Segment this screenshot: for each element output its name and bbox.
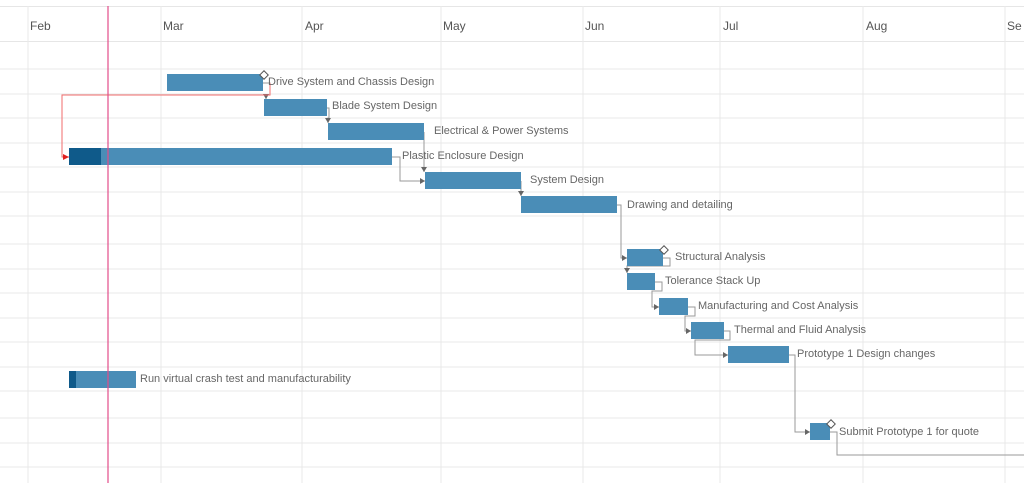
task-bar-plastic-enclosure [69, 148, 392, 165]
task-bar-tolerance-stack [627, 273, 655, 290]
dependency-link [617, 204, 627, 259]
dependency-arrowhead [518, 191, 524, 196]
task-bar-electrical-power [328, 123, 424, 140]
month-label-apr: Apr [305, 19, 324, 33]
timeline-header: Feb Mar Apr May Jun Jul Aug Se [0, 6, 1024, 42]
month-label-jul: Jul [723, 19, 739, 33]
task-label-drawing-detailing: Drawing and detailing [627, 199, 733, 211]
task-label-blade-system: Blade System Design [332, 100, 438, 112]
task-bar-thermal-fluid [691, 322, 724, 339]
task-label-submit-prototype: Submit Prototype 1 for quote [839, 426, 980, 438]
task-bar-structural-analysis [627, 249, 663, 266]
dependency-link [789, 354, 810, 433]
task-bar-manufacturing-cost [659, 298, 688, 315]
task-label-thermal-fluid: Thermal and Fluid Analysis [734, 324, 867, 336]
task-label-crash-test: Run virtual crash test and manufacturabi… [140, 373, 351, 385]
month-label-may: May [443, 19, 466, 33]
dependency-arrowhead [654, 304, 659, 310]
dependency-arrowhead [805, 429, 810, 435]
dependency-arrowhead [622, 255, 627, 261]
task-bar-system-design [425, 172, 521, 189]
task-bar-drive-system [167, 74, 263, 91]
task-label-tolerance-stack: Tolerance Stack Up [665, 275, 761, 287]
month-label-mar: Mar [163, 19, 184, 33]
task-bar-crash-test [69, 371, 136, 388]
task-label-structural-analysis: Structural Analysis [675, 251, 766, 263]
task-label-drive-system: Drive System and Chassis Design [268, 76, 435, 88]
task-label-manufacturing-cost: Manufacturing and Cost Analysis [698, 300, 859, 312]
task-label-plastic-enclosure: Plastic Enclosure Design [402, 150, 524, 162]
dependency-arrowhead [686, 328, 691, 334]
dependency-arrowhead [723, 352, 728, 358]
critical-link-arrowhead [63, 154, 69, 160]
task-bar-blade-system [264, 99, 327, 116]
dependency-link [651, 281, 663, 308]
dependency-arrowhead [420, 178, 425, 184]
month-label-jun: Jun [585, 19, 605, 33]
month-label-aug: Aug [866, 19, 888, 33]
milestone-icon [259, 70, 269, 80]
dependency-link [830, 431, 1024, 456]
task-label-system-design: System Design [530, 174, 604, 186]
dependency-link [392, 156, 425, 182]
task-progress-crash-test [69, 371, 76, 388]
milestone-icon [659, 245, 669, 255]
task-progress-plastic-enclosure [69, 148, 101, 165]
task-bar-drawing-detailing [521, 196, 617, 213]
task-bar-submit-prototype [810, 423, 830, 440]
dependency-arrowhead [624, 268, 630, 273]
month-label-sep: Se [1007, 19, 1022, 33]
task-label-prototype-changes: Prototype 1 Design changes [797, 348, 936, 360]
month-label-feb: Feb [30, 19, 51, 33]
milestone-icon [826, 419, 836, 429]
dependency-arrowhead [421, 167, 427, 172]
task-label-electrical-power: Electrical & Power Systems [434, 125, 569, 137]
dependency-link [694, 330, 731, 356]
task-bar-prototype-changes [728, 346, 789, 363]
dependency-arrowhead [325, 118, 331, 123]
